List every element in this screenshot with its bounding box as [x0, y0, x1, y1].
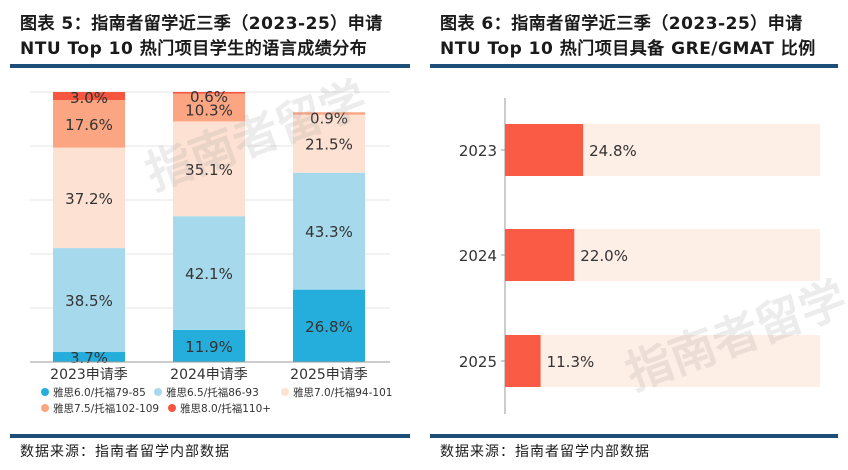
bar-segment: [53, 248, 125, 353]
bar-segment: [53, 100, 125, 148]
data-label: 35.1%: [185, 161, 233, 179]
y-tick-label: 2024: [459, 247, 497, 265]
bar-segment: [173, 216, 245, 330]
chart-title: 图表 6：指南者留学近三季（2023-25）申请 NTU Top 10 热门项目…: [440, 12, 816, 62]
data-label: 3.7%: [70, 349, 108, 367]
bar: [505, 335, 541, 387]
data-label: 26.8%: [305, 318, 353, 336]
chart-title: 图表 5：指南者留学近三季（2023-25）申请 NTU Top 10 热门项目…: [20, 12, 383, 62]
bar-segment: [173, 93, 245, 122]
data-label: 10.3%: [185, 102, 233, 120]
bar-segment: [173, 92, 245, 94]
y-tick-label: 2023: [459, 142, 497, 160]
legend-label: 雅思6.0/托福79-85: [53, 386, 146, 399]
data-label: 11.3%: [547, 353, 595, 371]
title-line-1: 图表 6：指南者留学近三季（2023-25）申请: [440, 14, 803, 34]
data-label: 0.9%: [310, 109, 348, 127]
footer-rule: [430, 434, 838, 438]
horizontal-bar-chart: 24.8% 2023 22.0% 2024 11.3% 2025: [459, 98, 820, 414]
bar-segment: [53, 92, 125, 101]
bar-segment: [293, 289, 365, 362]
source-note: 数据来源：指南者留学内部数据: [20, 444, 230, 460]
data-label: 22.0%: [580, 247, 628, 265]
title-line-1: 图表 5：指南者留学近三季（2023-25）申请: [20, 14, 383, 34]
bar: [505, 124, 584, 176]
legend-marker: [41, 404, 49, 412]
bar-segment: [293, 114, 365, 173]
chart-panel-gre: 图表 6：指南者留学近三季（2023-25）申请 NTU Top 10 热门项目…: [430, 0, 848, 470]
legend-label: 雅思7.0/托福94-101: [293, 386, 392, 399]
bar-background: [505, 335, 820, 387]
legend-marker: [281, 388, 289, 396]
y-tick-label: 2025: [459, 353, 497, 371]
data-label: 17.6%: [65, 116, 113, 134]
bar-segment: [53, 352, 125, 362]
bar-segment: [293, 172, 365, 290]
bar-segment: [173, 329, 245, 362]
x-tick-label: 2023申请季: [50, 367, 128, 383]
legend-label: 雅思6.5/托福86-93: [166, 386, 259, 399]
source-note: 数据来源：指南者留学内部数据: [440, 444, 650, 460]
data-label: 38.5%: [65, 292, 113, 310]
legend-label: 雅思7.5/托福102-109: [53, 402, 159, 415]
data-label: 42.1%: [185, 265, 233, 283]
data-label: 21.5%: [305, 136, 353, 154]
data-label: 0.6%: [190, 88, 228, 106]
title-line-2: NTU Top 10 热门项目学生的语言成绩分布: [20, 39, 368, 59]
data-label: 11.9%: [185, 338, 233, 356]
data-label: 43.3%: [305, 223, 353, 241]
chart-panel-language: 图表 5：指南者留学近三季（2023-25）申请 NTU Top 10 热门项目…: [0, 0, 412, 470]
data-label: 3.0%: [70, 89, 108, 107]
title-rule: [10, 64, 410, 68]
title-line-2: NTU Top 10 热门项目具备 GRE/GMAT 比例: [440, 39, 816, 59]
bar-segment: [53, 147, 125, 249]
title-rule: [430, 64, 838, 68]
data-label: 37.2%: [65, 190, 113, 208]
bar-segment: [173, 121, 245, 217]
bar: [505, 229, 575, 281]
legend-marker: [41, 388, 49, 396]
legend-marker: [154, 388, 162, 396]
stacked-bar-chart: 3.7% 38.5% 37.2% 17.6% 3.0% 2023申请季 11.9% 42.1%…: [30, 88, 392, 415]
legend-label: 雅思8.0/托福110+: [180, 402, 271, 415]
legend-marker: [168, 404, 176, 412]
data-label: 24.8%: [589, 142, 637, 160]
x-tick-label: 2024申请季: [170, 367, 248, 383]
x-tick-label: 2025申请季: [290, 367, 368, 383]
bar-segment: [293, 112, 365, 115]
footer-rule: [10, 434, 410, 438]
